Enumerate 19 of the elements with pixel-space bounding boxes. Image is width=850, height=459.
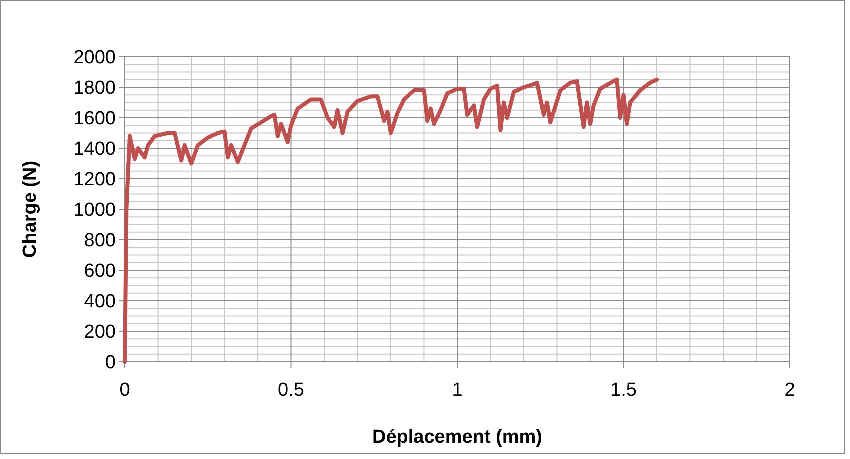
y-tick-label: 1800 xyxy=(74,78,116,100)
y-tick-label: 200 xyxy=(84,322,116,344)
line-series xyxy=(123,78,659,364)
y-tick-label: 600 xyxy=(84,261,116,282)
x-tick-label: 1.5 xyxy=(610,380,637,401)
x-tick-label: 2 xyxy=(784,380,796,401)
x-tick-label: 0 xyxy=(120,380,130,401)
x-axis-title: Déplacement (mm) xyxy=(372,427,542,448)
y-tick-label: 1400 xyxy=(74,139,116,160)
y-tick-label: 0 xyxy=(105,352,116,374)
y-tick-label: 2000 xyxy=(74,48,116,69)
y-axis-title: Charge (N) xyxy=(20,160,41,258)
y-tick-label: 1200 xyxy=(74,170,116,191)
y-tick-label: 400 xyxy=(84,292,116,313)
y-tick-label: 1000 xyxy=(74,200,116,222)
y-tick-label: 800 xyxy=(84,230,116,252)
x-tick-label: 0.5 xyxy=(278,380,304,401)
x-tick-label: 1 xyxy=(452,380,463,401)
y-tick-label: 1600 xyxy=(74,108,116,130)
